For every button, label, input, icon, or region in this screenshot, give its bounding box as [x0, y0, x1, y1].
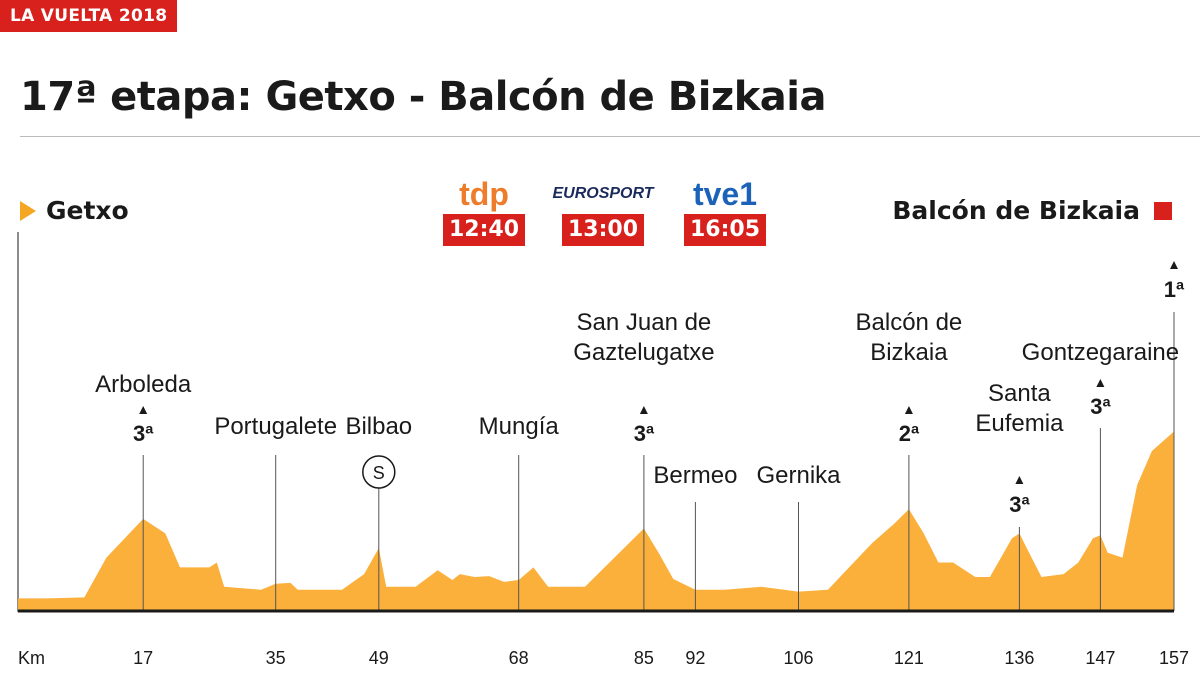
- climb-triangle-icon: [1015, 476, 1024, 484]
- broadcast-time-eurosport: 13:00: [562, 214, 644, 246]
- climb-category: 3ª: [1009, 492, 1030, 517]
- profile-layer: [18, 431, 1174, 611]
- climb-category: 1ª: [1164, 277, 1185, 302]
- climb-category: 3ª: [1090, 394, 1111, 419]
- place-name: Portugalete: [214, 413, 337, 440]
- edition-tag: LA VUELTA 2018: [0, 0, 178, 32]
- broadcast-time-tve1: 16:05: [684, 214, 766, 246]
- climb-triangle-icon: [1170, 261, 1178, 269]
- start-triangle-icon: [20, 200, 36, 221]
- x-axis-label: Km: [18, 648, 45, 668]
- km-tick-label: 121: [894, 648, 924, 668]
- tdp-logo-text: tdp: [459, 175, 509, 212]
- climb-triangle-icon: [139, 406, 148, 414]
- marker-lines-layer: [142, 312, 1175, 611]
- sprint-circle-icon: [362, 455, 396, 489]
- elevation-profile-area: [18, 431, 1174, 611]
- climb-triangle-icon: [639, 406, 648, 414]
- place-name: Gontzegaraine: [1022, 339, 1179, 366]
- climb-category: 3ª: [634, 421, 655, 446]
- finish-name: Balcón de Bizkaia: [892, 196, 1140, 225]
- km-tick-label: 17: [133, 648, 153, 668]
- title-divider: [20, 136, 1200, 137]
- km-tick-label: 92: [685, 648, 705, 668]
- place-name: Bilbao: [345, 413, 412, 440]
- broadcast-eurosport: EUROSPORT 13:00: [552, 174, 654, 246]
- place-name: Bermeo: [653, 462, 737, 489]
- start-name: Getxo: [46, 196, 129, 225]
- place-name: Santa: [988, 380, 1051, 407]
- broadcast-tve1: tve1 16:05: [684, 174, 766, 246]
- climb-triangle-icon: [1096, 379, 1105, 387]
- start-label: Getxo: [20, 196, 129, 225]
- eurosport-logo-text: EUROSPORT: [552, 185, 654, 202]
- place-name: Eufemia: [975, 410, 1064, 437]
- sprint-label: S: [373, 463, 385, 483]
- tve1-logo-icon: tve1: [684, 174, 766, 214]
- km-tick-label: 106: [783, 648, 813, 668]
- finish-square-icon: [1154, 201, 1172, 220]
- climb-category: 3ª: [133, 421, 154, 446]
- km-tick-label: 68: [509, 648, 529, 668]
- km-tick-label: 49: [369, 648, 389, 668]
- climb-category: 2ª: [899, 421, 920, 446]
- place-name: Arboleda: [95, 371, 192, 398]
- place-name: Mungía: [479, 413, 560, 440]
- place-name: Gernika: [756, 462, 841, 489]
- climb-triangle-icon: [904, 406, 913, 414]
- broadcast-tdp: tdp 12:40: [443, 174, 525, 246]
- page-title: 17ª etapa: Getxo - Balcón de Bizkaia: [20, 74, 827, 120]
- tve1-logo-text: tve1: [692, 175, 758, 212]
- km-tick-label: 35: [266, 648, 286, 668]
- place-name: Bizkaia: [870, 339, 948, 366]
- eurosport-logo-icon: EUROSPORT: [552, 174, 653, 214]
- place-name: Balcón de: [856, 309, 963, 336]
- place-name: San Juan de: [577, 309, 712, 336]
- km-tick-label: 136: [1004, 648, 1034, 668]
- tdp-logo-icon: tdp: [443, 174, 525, 214]
- finish-label: Balcón de Bizkaia: [892, 196, 1172, 225]
- km-ticks-layer: 17 35 49 68 85 92 106 121 136 147 157: [133, 648, 1189, 668]
- km-tick-label: 157: [1159, 648, 1189, 668]
- place-labels-layer: Arboleda 3ª Portugalete Bilbao S Mungía San Ju…: [95, 261, 1185, 517]
- place-name: Gaztelugatxe: [573, 339, 714, 366]
- km-tick-label: 147: [1085, 648, 1115, 668]
- km-tick-label: 85: [634, 648, 654, 668]
- broadcast-time-tdp: 12:40: [443, 214, 525, 246]
